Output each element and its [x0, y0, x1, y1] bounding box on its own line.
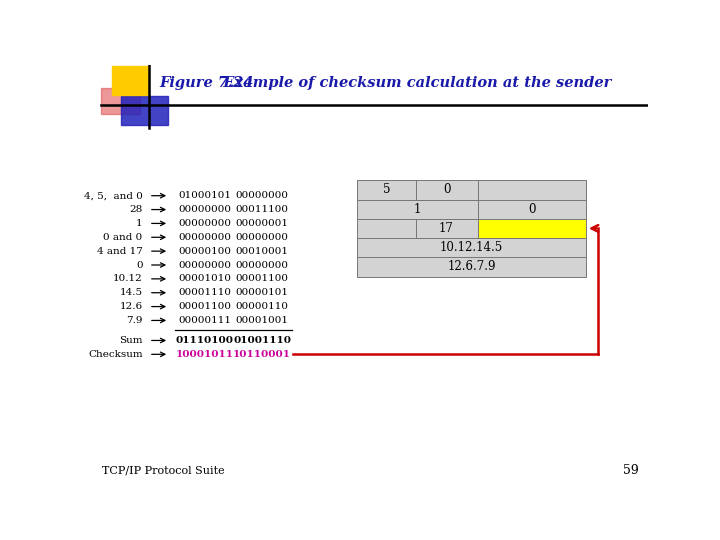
Text: Sum: Sum: [120, 336, 143, 345]
Text: 00000111: 00000111: [179, 316, 231, 325]
Bar: [357, 257, 586, 276]
Text: 00000001: 00000001: [235, 219, 289, 228]
Text: 59: 59: [623, 464, 639, 477]
Text: 00010001: 00010001: [235, 247, 289, 255]
Text: 00001100: 00001100: [235, 274, 289, 284]
Bar: [415, 180, 477, 200]
Text: Figure 7.24: Figure 7.24: [160, 76, 254, 90]
Text: 00000110: 00000110: [235, 302, 289, 311]
Text: 00001001: 00001001: [235, 316, 289, 325]
Text: Checksum: Checksum: [88, 350, 143, 359]
Text: 00000000: 00000000: [179, 205, 231, 214]
Text: 10001011: 10001011: [176, 350, 234, 359]
Text: 00000000: 00000000: [235, 260, 289, 269]
Text: 0: 0: [136, 260, 143, 269]
Bar: [477, 200, 586, 219]
Text: Example of checksum calculation at the sender: Example of checksum calculation at the s…: [208, 76, 611, 90]
Text: 01110100: 01110100: [176, 336, 234, 345]
Text: 10110001: 10110001: [233, 350, 291, 359]
Bar: [112, 65, 149, 95]
Text: 12.6: 12.6: [120, 302, 143, 311]
Text: 4, 5,  and 0: 4, 5, and 0: [84, 191, 143, 200]
Text: 00000000: 00000000: [179, 260, 231, 269]
Text: 00001110: 00001110: [179, 288, 231, 297]
Bar: [477, 180, 586, 200]
Text: 01001110: 01001110: [233, 336, 291, 345]
Bar: [357, 219, 415, 238]
Text: 1: 1: [136, 219, 143, 228]
Text: 00001100: 00001100: [179, 302, 231, 311]
Bar: [357, 200, 477, 219]
Bar: [101, 88, 140, 114]
Text: 00001010: 00001010: [179, 274, 231, 284]
Text: 4 and 17: 4 and 17: [96, 247, 143, 255]
Bar: [357, 180, 415, 200]
Text: 00011100: 00011100: [235, 205, 289, 214]
Bar: [121, 96, 168, 125]
Bar: [415, 219, 477, 238]
Text: 00000000: 00000000: [179, 219, 231, 228]
Text: 00000000: 00000000: [235, 191, 289, 200]
Text: 17: 17: [439, 222, 454, 235]
Text: 5: 5: [383, 184, 390, 197]
Text: 00000101: 00000101: [235, 288, 289, 297]
Bar: [357, 238, 586, 257]
Text: 0 and 0: 0 and 0: [104, 233, 143, 242]
Text: 00000100: 00000100: [179, 247, 231, 255]
Text: 10.12.14.5: 10.12.14.5: [440, 241, 503, 254]
Text: 12.6.7.9: 12.6.7.9: [447, 260, 496, 273]
Text: 00000000: 00000000: [235, 233, 289, 242]
Text: 7.9: 7.9: [126, 316, 143, 325]
Text: 00000000: 00000000: [179, 233, 231, 242]
Text: 1: 1: [414, 202, 421, 215]
Text: 10.12: 10.12: [113, 274, 143, 284]
Text: 28: 28: [130, 205, 143, 214]
Text: TCP/IP Protocol Suite: TCP/IP Protocol Suite: [102, 465, 224, 476]
Text: 14.5: 14.5: [120, 288, 143, 297]
Text: 0: 0: [528, 202, 536, 215]
Text: 01000101: 01000101: [179, 191, 231, 200]
Bar: [477, 219, 586, 238]
Text: 0: 0: [443, 184, 450, 197]
